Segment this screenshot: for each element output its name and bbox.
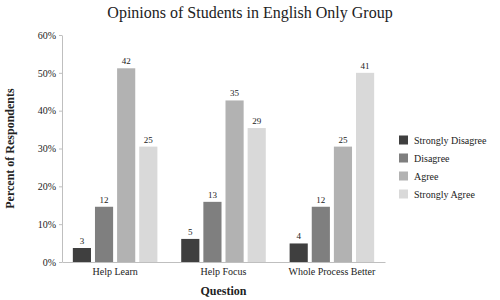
y-axis-line	[62, 36, 63, 263]
chart: 0% 10% 20% 30% 40% 50% 60% Help Learn Help Focus…	[0, 0, 500, 300]
legend: Strongly Disagree Disagree Agree Strongly A…	[399, 135, 487, 200]
count-label: 25	[338, 135, 348, 145]
y-tick: 40%	[38, 105, 62, 116]
bar	[356, 73, 374, 262]
y-tick-mark	[59, 73, 62, 74]
legend-label: Agree	[414, 171, 439, 182]
x-tick: Whole Process Better	[289, 262, 376, 277]
y-tick: 60%	[38, 30, 62, 41]
bar	[290, 243, 308, 262]
bar	[312, 207, 330, 262]
x-axis: Help Learn Help Focus Whole Process Better	[63, 262, 386, 277]
count-labels: 354121312423525252941	[80, 56, 370, 246]
plot-area: 0% 10% 20% 30% 40% 50% 60% Help Learn Help Focus…	[38, 30, 386, 277]
y-tick-label: 20%	[38, 181, 56, 192]
y-tick-mark	[59, 224, 62, 225]
bar	[248, 128, 266, 262]
legend-item: Agree	[399, 171, 439, 182]
y-axis: 0% 10% 20% 30% 40% 50% 60%	[38, 30, 63, 268]
y-tick: 30%	[38, 143, 62, 154]
legend-swatch	[399, 136, 408, 145]
bar	[334, 147, 352, 262]
legend-item: Strongly Agree	[399, 189, 475, 200]
count-label: 13	[208, 190, 218, 200]
y-tick-mark	[59, 149, 62, 150]
count-label: 12	[316, 195, 325, 205]
count-label: 25	[144, 135, 154, 145]
title: Opinions of Students in English Only Gro…	[107, 4, 392, 22]
legend-label: Strongly Disagree	[414, 135, 487, 146]
y-tick-mark	[59, 186, 62, 187]
y-tick-label: 30%	[38, 143, 56, 154]
bar	[203, 202, 221, 262]
x-tick-label: Help Focus	[201, 266, 247, 277]
x-tick: Help Learn	[92, 262, 137, 277]
count-label: 29	[252, 116, 262, 126]
y-tick-mark	[59, 35, 62, 36]
y-tick-label: 40%	[38, 105, 56, 116]
y-tick-label: 10%	[38, 219, 56, 230]
count-label: 4	[296, 231, 301, 241]
y-tick: 0%	[43, 257, 62, 268]
bar	[117, 68, 135, 262]
legend-swatch	[399, 190, 408, 199]
count-label: 35	[230, 88, 240, 98]
x-axis-line	[63, 262, 386, 263]
count-label: 12	[100, 195, 109, 205]
y-tick: 10%	[38, 219, 62, 230]
y-tick-label: 50%	[38, 68, 56, 79]
bar	[181, 239, 199, 262]
x-axis-title: Question	[200, 284, 246, 298]
y-axis-title: Percent of Respondents	[3, 88, 17, 209]
y-tick-mark	[59, 111, 62, 112]
bar	[73, 248, 91, 262]
legend-item: Disagree	[399, 153, 450, 164]
bar	[95, 207, 113, 262]
legend-label: Disagree	[414, 153, 450, 164]
bar	[225, 100, 243, 262]
x-tick: Help Focus	[201, 262, 247, 277]
legend-swatch	[399, 172, 408, 181]
x-tick-label: Help Learn	[92, 266, 137, 277]
legend-swatch	[399, 154, 408, 163]
legend-label: Strongly Agree	[414, 189, 475, 200]
y-tick-label: 60%	[38, 30, 56, 41]
y-tick-mark	[59, 262, 62, 263]
x-tick-label: Whole Process Better	[289, 266, 376, 277]
legend-item: Strongly Disagree	[399, 135, 487, 146]
count-label: 41	[361, 61, 370, 71]
bar	[139, 147, 157, 262]
y-tick: 20%	[38, 181, 62, 192]
y-tick-label: 0%	[43, 257, 56, 268]
count-label: 42	[122, 56, 131, 66]
y-tick: 50%	[38, 68, 62, 79]
count-label: 5	[188, 227, 193, 237]
bars	[73, 68, 374, 262]
count-label: 3	[80, 236, 85, 246]
